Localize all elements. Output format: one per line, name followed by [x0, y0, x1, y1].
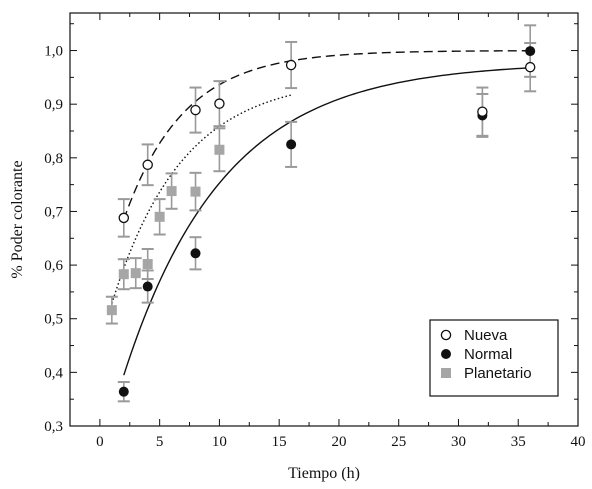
- y-tick-label: 0,9: [44, 97, 63, 113]
- point-normal: [190, 248, 201, 259]
- point-normal: [525, 46, 536, 57]
- point-nueva: [214, 98, 225, 109]
- x-tick-label: 5: [156, 434, 164, 450]
- fit-curve-nueva: [123, 50, 531, 220]
- x-tick-label: 15: [272, 434, 287, 450]
- point-normal: [286, 139, 297, 150]
- x-tick-label: 40: [571, 434, 586, 450]
- legend-marker-nueva: [440, 329, 452, 341]
- point-planetario: [166, 186, 177, 197]
- point-planetario: [142, 259, 153, 270]
- point-planetario: [214, 144, 225, 155]
- x-tick-label: 10: [212, 434, 227, 450]
- data-points: [106, 46, 536, 397]
- legend-marker-planetario: [441, 368, 451, 378]
- x-tick-label: 30: [451, 434, 466, 450]
- x-tick-label: 20: [331, 434, 346, 450]
- point-planetario: [118, 269, 129, 280]
- y-axis-label: % Poder colorante: [9, 160, 26, 278]
- y-tick-label: 0,6: [44, 258, 63, 274]
- y-tick-label: 0,4: [44, 365, 63, 381]
- fit-curve-planetario: [111, 94, 292, 304]
- y-tick-label: 0,5: [44, 312, 63, 328]
- x-tick-label: 25: [391, 434, 406, 450]
- legend-label-planetario: Planetario: [464, 365, 532, 382]
- y-tick-label: 0,3: [44, 419, 63, 435]
- point-planetario: [130, 268, 141, 279]
- fit-curves: [111, 50, 531, 376]
- y-tick-label: 0,7: [44, 204, 63, 220]
- legend-box: [429, 319, 559, 397]
- legend: Nueva Normal Planetario: [429, 319, 559, 397]
- point-planetario: [190, 186, 201, 197]
- y-tick-label: 1,0: [44, 44, 63, 60]
- legend-label-normal: Normal: [464, 346, 512, 363]
- point-normal: [118, 386, 129, 397]
- point-planetario: [154, 211, 165, 222]
- axes: 0 5 10 15 20 25 30 35 40 0,3 0,4 0,5 0,6 0,7 0,8 0,9 1,0: [44, 12, 586, 450]
- y-tick-label: 0,8: [44, 151, 63, 167]
- point-nueva: [190, 104, 201, 116]
- point-nueva: [477, 106, 488, 117]
- point-nueva: [142, 159, 153, 171]
- point-nueva: [524, 61, 536, 73]
- legend-marker-normal: [441, 349, 451, 359]
- fit-curve-normal: [123, 67, 531, 376]
- point-normal: [142, 281, 153, 292]
- plot-frame: [69, 12, 579, 427]
- point-nueva: [285, 59, 297, 71]
- point-planetario: [106, 305, 117, 316]
- legend-label-nueva: Nueva: [464, 327, 508, 344]
- x-axis-label: Tiempo (h): [288, 465, 360, 482]
- x-tick-label: 0: [96, 434, 104, 450]
- x-tick-label: 35: [511, 434, 526, 450]
- point-nueva: [118, 212, 130, 224]
